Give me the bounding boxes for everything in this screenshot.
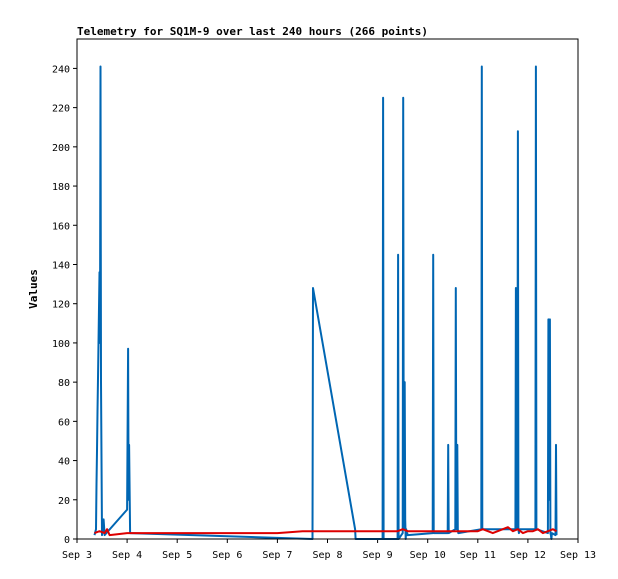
y-tick-label: 200 bbox=[52, 143, 70, 154]
y-tick-label: 180 bbox=[52, 182, 70, 193]
y-tick-label: 40 bbox=[58, 457, 70, 468]
y-tick-label: 0 bbox=[64, 535, 70, 546]
y-tick-label: 80 bbox=[58, 378, 70, 389]
x-tick-label: Sep 4 bbox=[112, 550, 142, 561]
y-axis: 0 20 40 60 80 100 120 140 160 180 200 220 240 bbox=[52, 64, 77, 546]
x-tick-label: Sep 10 bbox=[410, 550, 446, 561]
y-tick-label: 240 bbox=[52, 64, 70, 75]
y-tick-label: 20 bbox=[58, 496, 70, 507]
x-tick-label: Sep 3 bbox=[62, 550, 92, 561]
series-layer bbox=[77, 65, 578, 540]
y-tick-label: 220 bbox=[52, 104, 70, 115]
x-tick-label: Sep 6 bbox=[212, 550, 242, 561]
y-tick-label: 160 bbox=[52, 221, 70, 232]
x-tick-label: Sep 7 bbox=[262, 550, 292, 561]
x-axis: Sep 3 Sep 4 Sep 5 Sep 6 Sep 7 Sep 8 Sep 9 Sep 1… bbox=[62, 539, 596, 561]
x-tick-label: Sep 5 bbox=[162, 550, 192, 561]
x-tick-label: Sep 11 bbox=[460, 550, 496, 561]
series-line-0 bbox=[93, 65, 558, 540]
y-tick-label: 60 bbox=[58, 417, 70, 428]
chart-title: Telemetry for SQ1M-9 over last 240 hours… bbox=[77, 25, 428, 38]
x-tick-label: Sep 13 bbox=[560, 550, 596, 561]
y-axis-label: Values bbox=[27, 269, 40, 309]
series-line-1 bbox=[94, 526, 557, 537]
x-tick-label: Sep 9 bbox=[363, 550, 393, 561]
x-tick-label: Sep 12 bbox=[510, 550, 546, 561]
y-tick-label: 120 bbox=[52, 300, 70, 311]
y-tick-label: 140 bbox=[52, 260, 70, 271]
x-tick-label: Sep 8 bbox=[312, 550, 342, 561]
y-tick-label: 100 bbox=[52, 339, 70, 350]
